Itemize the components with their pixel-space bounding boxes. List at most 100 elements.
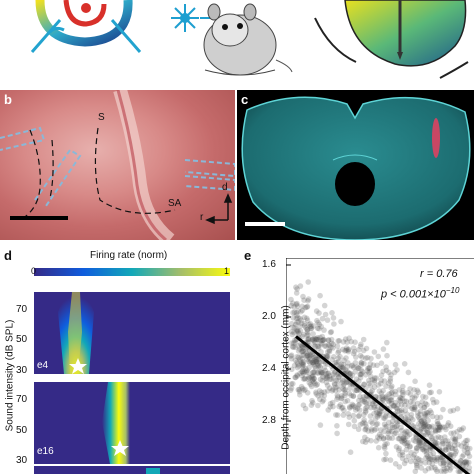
scatter-point: [330, 386, 336, 393]
scatter-point: [433, 466, 439, 473]
scatter-point: [383, 395, 390, 402]
scatter-point: [327, 404, 333, 410]
scatter-point: [461, 440, 467, 446]
scatter-point: [320, 337, 327, 343]
scatter-point: [368, 428, 375, 434]
scatter-point: [365, 428, 371, 434]
scatter-point: [334, 343, 341, 349]
annotation-p-exponent: −10: [445, 286, 460, 295]
scatter-point: [434, 421, 441, 427]
scatter-point: [450, 407, 457, 414]
scatter-point: [339, 376, 346, 382]
scatter-point: [389, 428, 395, 435]
scatter-point: [315, 319, 321, 326]
scatter-point: [342, 386, 349, 393]
scatter-point: [390, 402, 396, 409]
scatter-point: [319, 341, 325, 347]
scatter-point: [378, 408, 385, 414]
scatter-point: [316, 362, 322, 369]
scatter-point: [304, 304, 310, 310]
scatter-point: [310, 353, 316, 359]
scatter-point: [345, 369, 351, 376]
scatter-point: [333, 360, 340, 366]
scatter-point: [445, 438, 451, 444]
scatter-point: [338, 363, 344, 370]
scatter-point: [300, 360, 306, 367]
scatter-point: [417, 460, 424, 466]
scatter-point: [443, 444, 449, 450]
scatter-point: [414, 410, 421, 416]
scatter-point: [421, 426, 427, 433]
scatter-point: [307, 359, 313, 366]
scatter-point: [316, 388, 323, 394]
scatter-point: [437, 424, 444, 431]
scatter-point: [415, 438, 422, 444]
scatter-point: [319, 369, 325, 376]
scatter-point: [324, 382, 331, 389]
scatter-point: [355, 402, 362, 408]
scatter-point: [345, 348, 352, 355]
scatter-point: [348, 338, 354, 345]
scatter-point: [353, 376, 360, 382]
scatter-point: [362, 405, 369, 412]
scatter-point: [410, 400, 417, 406]
scatter-point: [359, 420, 366, 427]
scatter-point: [308, 325, 315, 332]
scatter-point: [403, 398, 410, 405]
scatter-point: [288, 353, 294, 359]
panel-label-b: b: [4, 92, 12, 107]
scatter-point: [402, 441, 408, 447]
scatter-point: [367, 361, 374, 367]
scatter-point: [348, 363, 355, 369]
scatter-point: [335, 374, 342, 381]
scatter-point: [312, 336, 318, 342]
scatter-point: [417, 411, 424, 418]
scatter-point: [439, 438, 446, 445]
scatter-point: [437, 460, 444, 467]
scatter-point: [300, 402, 307, 408]
scatter-point: [305, 332, 311, 338]
scatter-point: [368, 437, 374, 444]
scatter-point: [412, 404, 418, 411]
scatter-point: [324, 388, 331, 394]
scatter-point: [418, 442, 424, 449]
scatter-point: [304, 303, 311, 310]
scatter-point: [366, 369, 372, 376]
scatter-point: [347, 371, 353, 377]
scatter-point: [293, 321, 299, 328]
scatter-point: [366, 365, 373, 371]
scatter-point: [332, 359, 338, 366]
scatter-point: [296, 330, 302, 337]
scatter-point: [428, 465, 435, 471]
scatter-point: [350, 345, 357, 351]
scatter-point: [347, 405, 353, 411]
scatter-point: [350, 350, 357, 357]
scatter-point: [441, 468, 447, 474]
ytick-e4-2: 30: [16, 365, 28, 376]
scatter-point: [292, 339, 298, 346]
scatter-point: [310, 372, 316, 379]
scatter-point: [374, 414, 381, 420]
scatter-point: [413, 448, 420, 454]
scatter-point: [404, 429, 411, 435]
scatter-point: [325, 337, 332, 343]
scatter-point: [308, 374, 315, 380]
scatter-point: [301, 321, 308, 327]
scatter-point: [313, 382, 319, 389]
scatter-point: [319, 337, 326, 344]
scatter-point: [312, 343, 318, 350]
scatter-point: [445, 441, 451, 448]
scatter-point: [421, 404, 427, 411]
scatter-point: [399, 409, 405, 416]
scatter-point: [314, 343, 321, 350]
scatter-point: [299, 345, 305, 352]
scatter-point: [350, 364, 357, 371]
scatter-point: [350, 412, 357, 419]
scatter-point: [310, 373, 316, 380]
scatter-point: [434, 455, 440, 461]
scatter-point: [423, 447, 430, 453]
scatter-point: [397, 394, 403, 401]
scatter-point: [303, 350, 310, 357]
scatter-point: [294, 372, 300, 378]
scatter-point: [418, 426, 425, 432]
